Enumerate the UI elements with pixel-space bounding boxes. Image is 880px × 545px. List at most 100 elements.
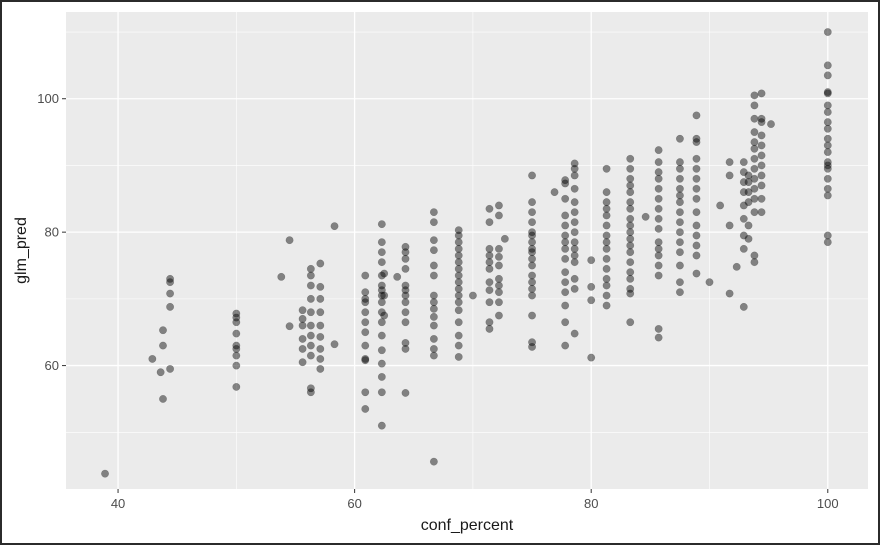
- data-point: [454, 318, 463, 327]
- data-point: [429, 312, 438, 321]
- data-point: [306, 384, 315, 393]
- data-point: [316, 308, 325, 317]
- data-point: [166, 289, 175, 298]
- data-point: [750, 144, 759, 153]
- data-point: [401, 308, 410, 317]
- data-point: [675, 164, 684, 173]
- data-point: [494, 261, 503, 270]
- data-point: [823, 141, 832, 150]
- data-point: [361, 388, 370, 397]
- data-point: [528, 291, 537, 300]
- data-point: [232, 341, 241, 350]
- data-point: [823, 108, 832, 117]
- data-point: [528, 171, 537, 180]
- x-axis-ticks: 40 60 80 100: [111, 489, 839, 511]
- data-point: [570, 258, 579, 267]
- data-point: [528, 248, 537, 257]
- data-point: [739, 214, 748, 223]
- data-point: [744, 198, 753, 207]
- data-point: [757, 151, 766, 160]
- data-point: [823, 89, 832, 98]
- data-point: [377, 331, 386, 340]
- data-point: [377, 346, 386, 355]
- data-point: [306, 264, 315, 273]
- data-point: [602, 164, 611, 173]
- data-point: [570, 208, 579, 217]
- data-point: [330, 340, 339, 349]
- data-point: [750, 174, 759, 183]
- data-point: [570, 164, 579, 173]
- plot-panel: [66, 12, 868, 489]
- data-point: [675, 278, 684, 287]
- data-point: [401, 338, 410, 347]
- data-point: [454, 306, 463, 315]
- data-point: [692, 194, 701, 203]
- y-tick-label: 60: [45, 358, 59, 373]
- data-point: [306, 271, 315, 280]
- data-point: [692, 251, 701, 260]
- data-point: [454, 231, 463, 240]
- data-point: [561, 231, 570, 240]
- data-point: [380, 311, 389, 320]
- data-point: [675, 134, 684, 143]
- data-point: [232, 361, 241, 370]
- data-point: [570, 251, 579, 260]
- data-point: [361, 308, 370, 317]
- data-point: [454, 238, 463, 247]
- data-point: [602, 204, 611, 213]
- data-point: [692, 111, 701, 120]
- data-point: [570, 218, 579, 227]
- data-point: [528, 228, 537, 237]
- x-tick-label: 80: [584, 496, 598, 511]
- data-point: [401, 298, 410, 307]
- data-point: [716, 201, 725, 210]
- x-tick-label: 60: [347, 496, 361, 511]
- data-point: [298, 306, 307, 315]
- data-point: [377, 298, 386, 307]
- data-point: [725, 221, 734, 230]
- data-point: [285, 236, 294, 245]
- data-point: [561, 318, 570, 327]
- data-point: [654, 204, 663, 213]
- y-axis-title: glm_pred: [13, 217, 30, 284]
- data-point: [602, 244, 611, 253]
- data-point: [500, 234, 509, 243]
- data-point: [285, 322, 294, 331]
- data-point: [306, 388, 315, 397]
- data-point: [561, 244, 570, 253]
- data-point: [675, 158, 684, 167]
- data-point: [429, 321, 438, 330]
- x-tick-label: 40: [111, 496, 125, 511]
- data-point: [587, 282, 596, 291]
- data-point: [401, 248, 410, 257]
- data-point: [823, 71, 832, 80]
- data-point: [166, 274, 175, 283]
- data-point: [626, 268, 635, 277]
- data-point: [429, 291, 438, 300]
- data-point: [454, 341, 463, 350]
- data-point: [626, 289, 635, 298]
- data-point: [298, 321, 307, 330]
- data-point: [528, 278, 537, 287]
- data-point: [494, 274, 503, 283]
- data-point: [823, 124, 832, 133]
- data-point: [454, 271, 463, 280]
- data-point: [485, 278, 494, 287]
- data-point: [316, 282, 325, 291]
- data-point: [750, 128, 759, 137]
- data-point: [757, 161, 766, 170]
- y-tick-label: 100: [37, 91, 59, 106]
- data-point: [744, 178, 753, 187]
- data-point: [750, 154, 759, 163]
- data-point: [528, 338, 537, 347]
- data-point: [454, 244, 463, 253]
- data-point: [361, 328, 370, 337]
- data-point: [316, 364, 325, 373]
- data-point: [587, 353, 596, 362]
- data-point: [298, 334, 307, 343]
- data-point: [429, 208, 438, 217]
- data-point: [602, 281, 611, 290]
- data-point: [739, 178, 748, 187]
- data-point: [377, 238, 386, 247]
- data-point: [626, 318, 635, 327]
